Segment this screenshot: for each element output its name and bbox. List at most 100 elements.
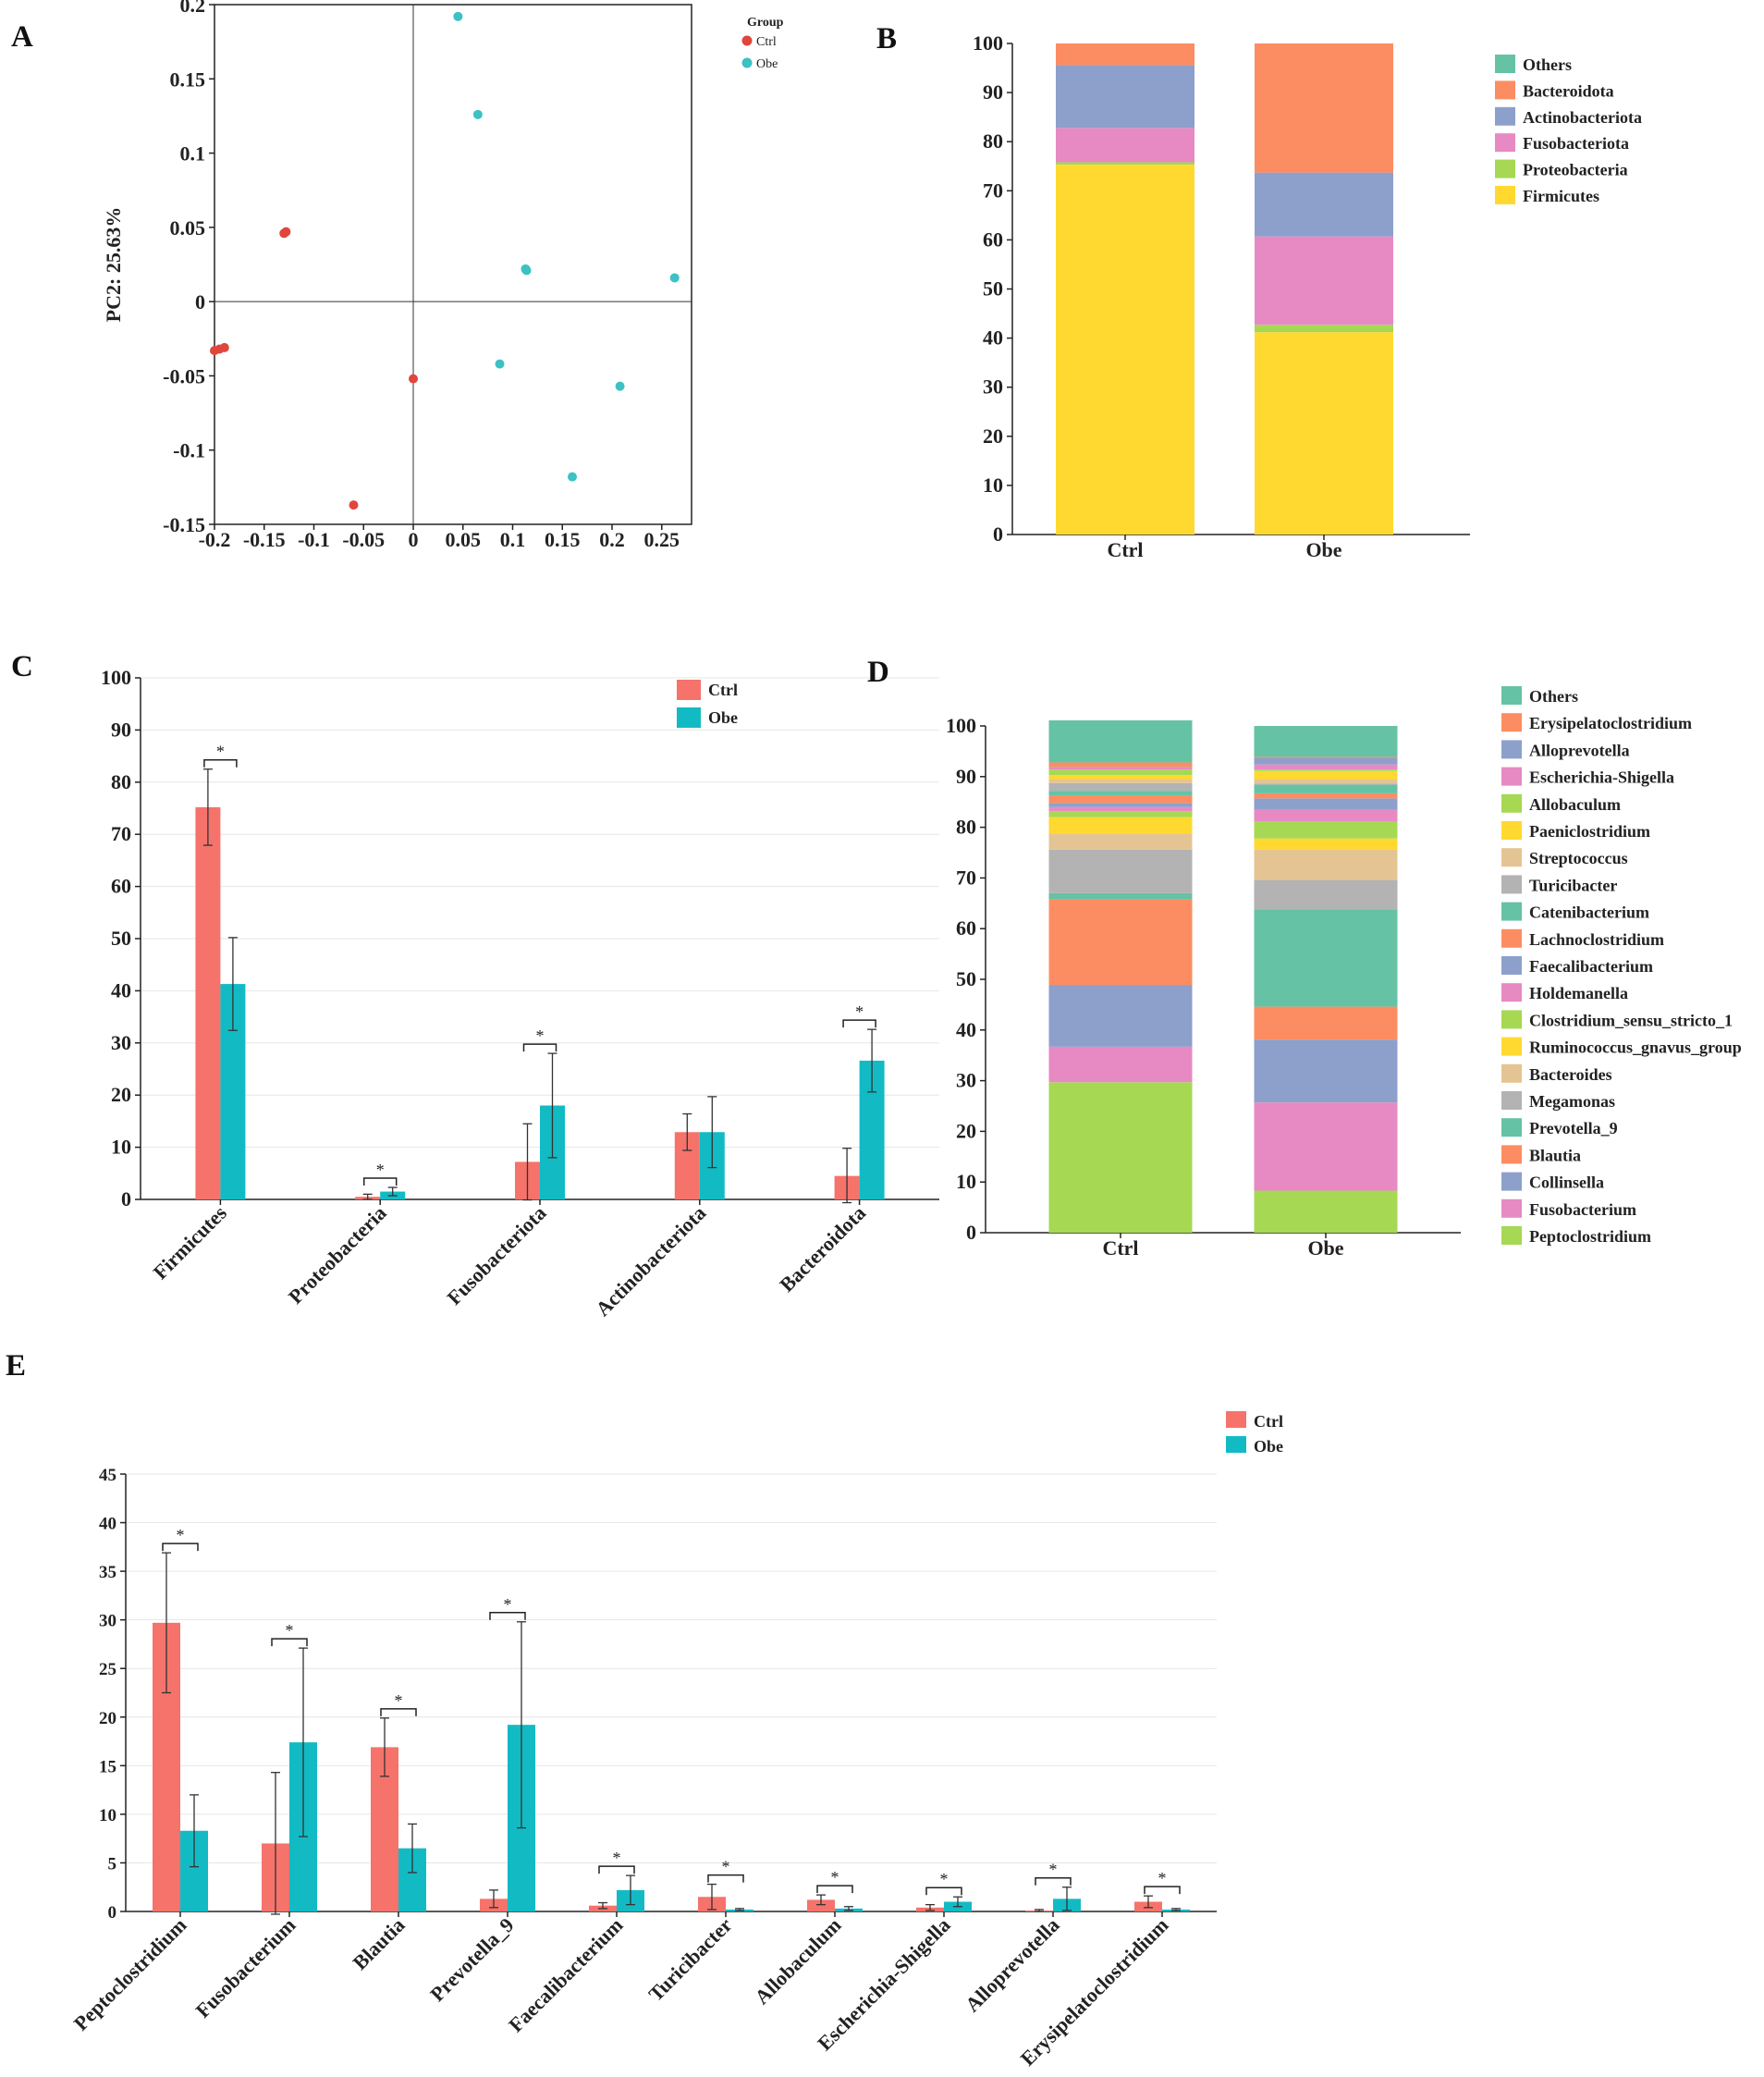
y-tick-label: 35 [99,1563,116,1582]
significance-bracket-alloprevotella [1035,1876,1072,1886]
stack-segment-faecalibacterium-ctrl [1048,803,1193,807]
scatter-point-obe [453,11,463,21]
legend-label-alloprevotella: Alloprevotella [1529,741,1630,759]
y-tick-label: 100 [946,714,976,737]
y-tick-label: 70 [111,822,131,845]
legend-label-holdemanella: Holdemanella [1529,984,1628,1002]
category-label-fusobacteriota: Fusobacteriota [442,1201,550,1309]
x-tick-label: 0 [409,528,419,551]
stack-segment-megamonas-ctrl [1048,849,1193,893]
y-tick-label: 0.2 [180,0,206,17]
y-tick-label: 20 [983,424,1003,448]
category-label-prevotella-9: Prevotella_9 [425,1913,518,2006]
legend-label-faecalibacterium: Faecalibacterium [1529,957,1653,976]
significance-bracket-allobaculum [816,1885,853,1894]
category-label-obe: Obe [1307,1236,1343,1260]
significance-star-prevotella-9: * [504,1595,512,1614]
scatter-point-ctrl [409,374,418,384]
legend-swatch-escherichia-shigella [1501,767,1522,786]
y-tick-label: 45 [99,1466,116,1485]
stack-segment-bacteroides-obe [1254,849,1398,880]
legend-title: Group [747,16,784,30]
legend-label-ruminococcus-gnavus-group: Ruminococcus_gnavus_group [1529,1038,1742,1057]
legend-swatch-fusobacterium [1501,1198,1522,1218]
significance-bracket-escherichia-shigella [925,1887,962,1896]
legend-label-escherichia-shigella: Escherichia-Shigella [1529,768,1674,787]
category-label-fusobacterium: Fusobacterium [191,1913,300,2022]
stack-segment-peptoclostridium-ctrl [1048,1082,1193,1233]
significance-bracket-fusobacterium [271,1638,308,1647]
stack-segment-catenibacterium-ctrl [1048,791,1193,796]
stack-segment-clostridium-sensu-stricto-1-obe [1254,821,1398,839]
y-tick-label: 50 [983,277,1003,301]
panel-e-genus-grouped-bar: E 0 5 10 15 20 25 30 35 40 45 * Peptoclostridium * Fus… [6,1349,1283,2071]
x-tick-label: 0.05 [446,528,482,551]
x-tick-label: 0.25 [644,528,680,551]
y-tick-label: 50 [956,967,976,990]
stack-segment-fusobacterium-obe [1254,1102,1398,1191]
y-tick-label: 10 [983,473,1003,497]
stack-segment-bacteroides-ctrl [1048,833,1193,850]
significance-star-proteobacteria: * [376,1161,385,1179]
significance-bracket-fusobacteriota [522,1043,557,1052]
panel-b-phylum-stacked-bar: B 0 10 20 30 40 50 60 70 80 90 100 Ctrl Obe Others Bact… [876,22,1642,561]
legend-swatch-obe [677,707,701,728]
y-tick-label: 70 [956,866,976,889]
category-label-peptoclostridium: Peptoclostridium [69,1913,191,2035]
stack-segment-holdemanella-ctrl [1048,806,1193,812]
legend-swatch-holdemanella [1501,983,1522,1002]
legend-label-turicibacter: Turicibacter [1529,876,1617,894]
stack-segment-clostridium-sensu-stricto-1-ctrl [1048,811,1193,817]
y-tick-label: 80 [956,816,976,839]
stack-segment-actinobacteriota-obe [1255,172,1393,237]
y-tick-label: 10 [111,1136,131,1159]
y-tick-label: 0 [108,1903,117,1923]
legend-swatch-others [1501,686,1522,705]
stack-segment-firmicutes-ctrl [1056,165,1194,535]
stack-segment-others-obe [1254,726,1398,757]
panel-label-b: B [876,22,897,55]
y-tick-label: 70 [983,178,1003,202]
scatter-point-obe [472,109,483,119]
legend-label-peptoclostridium: Peptoclostridium [1529,1227,1651,1246]
significance-star-escherichia-shigella: * [940,1870,949,1888]
y-tick-label: 80 [983,129,1003,153]
y-tick-label: 0 [966,1221,976,1244]
significance-star-blautia: * [395,1691,403,1710]
y-tick-label: 20 [99,1709,116,1728]
x-tick-label: 0.2 [599,528,625,551]
bar-ctrl-firmicutes [195,806,221,1199]
panel-d-genus-stacked-bar: D 0 10 20 30 40 50 60 70 80 90 100 Ctrl Obe Others Erys… [867,656,1742,1260]
scatter-point-obe [495,359,505,369]
significance-bracket-erysipelatoclostridium [1144,1886,1181,1895]
category-label-actinobacteriota: Actinobacteriota [591,1201,710,1321]
legend-label-others: Others [1523,55,1572,74]
stack-segment-prevotella-9-ctrl [1048,892,1193,900]
significance-bracket-firmicutes [203,758,238,768]
y-tick-label: 90 [983,80,1003,104]
y-tick-label: 60 [111,875,131,898]
legend-swatch-catenibacterium [1501,902,1522,921]
stack-segment-lachnoclostridium-obe [1254,793,1398,799]
stack-segment-fusobacterium-ctrl [1048,1046,1193,1083]
stack-segment-bacteroidota-ctrl [1056,43,1194,66]
legend-swatch-bacteroidota [1495,80,1515,100]
y-tick-label: -0.1 [173,439,205,462]
legend-label-bacteroidota: Bacteroidota [1523,81,1614,100]
stack-segment-alloprevotella-obe [1254,757,1398,765]
legend-label-ctrl: Ctrl [1254,1412,1283,1431]
legend-label-obe: Obe [708,708,738,727]
legend-swatch-lachnoclostridium [1501,928,1522,948]
legend-swatch-erysipelatoclostridium [1501,713,1522,732]
legend-label-obe: Obe [1254,1437,1283,1456]
scatter-point-obe [521,265,532,276]
y-tick-label: 100 [973,31,1003,55]
panel-label-e: E [6,1349,26,1383]
significance-bracket-prevotella-9 [489,1612,526,1620]
x-tick-label: -0.05 [342,528,385,551]
legend-swatch-ruminococcus-gnavus-group [1501,1037,1522,1056]
legend-label-firmicutes: Firmicutes [1523,187,1599,205]
x-tick-label: -0.1 [298,528,330,551]
significance-star-faecalibacterium: * [613,1849,621,1867]
